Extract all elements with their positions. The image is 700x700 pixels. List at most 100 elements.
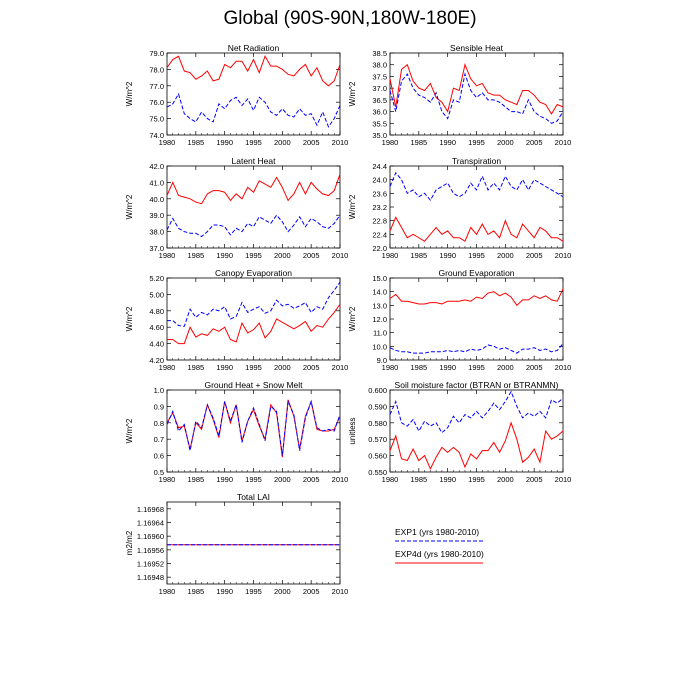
- series-line-exp1: [166, 214, 341, 238]
- y-tick-label: 36.5: [372, 96, 387, 105]
- y-tick-label: 14.0: [372, 288, 387, 297]
- panel-title: Transpiration: [452, 156, 502, 166]
- x-tick-label: 1980: [159, 587, 176, 596]
- x-tick-label: 2005: [526, 475, 543, 484]
- y-tick-label: 1.16964: [137, 519, 164, 528]
- y-tick-label: 0.570: [368, 435, 387, 444]
- y-tick-label: 36.0: [372, 108, 387, 117]
- x-tick-label: 2010: [332, 251, 349, 260]
- x-tick-label: 2010: [555, 363, 572, 372]
- series-line-exp1: [389, 343, 564, 354]
- plot-frame: [166, 165, 341, 249]
- x-tick-label: 2000: [274, 363, 291, 372]
- x-tick-label: 1990: [439, 251, 456, 260]
- series-line-exp4d: [166, 55, 341, 87]
- chart-panel: Ground Evaporation W/m^2 1980 1985 1990 1995 2…: [348, 268, 571, 372]
- panel-title: Total LAI: [237, 492, 270, 502]
- y-tick-label: 0.600: [368, 386, 387, 395]
- panel-title: Canopy Evaporation: [215, 268, 292, 278]
- x-tick-label: 2010: [555, 475, 572, 484]
- plot-frame: [166, 277, 341, 361]
- x-tick-label: 1990: [439, 138, 456, 147]
- y-tick-label: 38.0: [372, 61, 387, 70]
- y-axis-label: W/m^2: [125, 81, 134, 106]
- x-tick-label: 2000: [497, 475, 514, 484]
- x-tick-label: 1990: [216, 363, 233, 372]
- y-tick-label: 4.60: [149, 323, 164, 332]
- chart-panel: Ground Heat + Snow Melt W/m^2 1980 1985 1990…: [125, 380, 348, 484]
- x-tick-label: 1985: [187, 475, 204, 484]
- y-tick-label: 35.0: [372, 131, 387, 140]
- panel-title: Ground Heat + Snow Melt: [204, 380, 303, 390]
- y-tick-label: 37.0: [149, 244, 164, 253]
- x-tick-label: 1985: [187, 363, 204, 372]
- y-tick-label: 0.6: [154, 452, 164, 461]
- x-tick-label: 1985: [410, 363, 427, 372]
- y-tick-label: 79.0: [149, 49, 164, 58]
- y-tick-label: 76.0: [149, 98, 164, 107]
- y-tick-label: 1.0: [154, 386, 164, 395]
- y-tick-label: 4.80: [149, 307, 164, 316]
- y-tick-label: 78.0: [149, 65, 164, 74]
- y-tick-label: 11.0: [373, 329, 387, 338]
- y-tick-label: 0.550: [368, 468, 387, 477]
- x-tick-label: 1985: [187, 587, 204, 596]
- y-tick-label: 5.00: [149, 290, 164, 299]
- y-axis-label: W/m^2: [348, 306, 357, 331]
- y-tick-label: 0.590: [368, 402, 387, 411]
- y-tick-label: 39.0: [149, 211, 164, 220]
- y-tick-label: 12.0: [372, 315, 387, 324]
- series-line-exp4d: [389, 216, 564, 242]
- x-tick-label: 1995: [245, 587, 262, 596]
- x-tick-label: 2000: [274, 138, 291, 147]
- x-tick-label: 2005: [526, 363, 543, 372]
- x-tick-label: 1990: [216, 138, 233, 147]
- legend-label: EXP1 (yrs 1980-2010): [395, 527, 479, 537]
- y-tick-label: 13.0: [372, 301, 387, 310]
- x-tick-label: 2000: [497, 138, 514, 147]
- x-tick-label: 2005: [526, 138, 543, 147]
- plot-frame: [166, 501, 341, 585]
- chart-panel: Soil moisture factor (BTRAN or BTRANMN) u…: [348, 380, 571, 484]
- series-line-exp4d: [166, 174, 341, 205]
- y-tick-label: 1.16948: [137, 573, 164, 582]
- x-tick-label: 2005: [526, 251, 543, 260]
- chart-panel: Transpiration W/m^2 1980 1985 1990 1995 2000 20…: [348, 156, 571, 260]
- y-tick-label: 38.0: [149, 228, 164, 237]
- y-axis-label: W/m^2: [348, 81, 357, 106]
- y-tick-label: 38.5: [372, 49, 387, 58]
- x-tick-label: 1995: [245, 475, 262, 484]
- x-tick-label: 1985: [410, 475, 427, 484]
- x-tick-label: 1980: [382, 475, 399, 484]
- chart-panel: Total LAI m2/m2 1980 1985 1990 1995 2000 2005 20…: [125, 492, 348, 596]
- x-tick-label: 2005: [303, 587, 320, 596]
- y-tick-label: 1.16960: [137, 532, 164, 541]
- series-line-exp4d: [167, 303, 341, 345]
- y-tick-label: 1.16956: [137, 546, 164, 555]
- x-tick-label: 2005: [303, 138, 320, 147]
- chart-panel: Net Radiation W/m^2 1980 1985 1990 1995 2000 20…: [125, 43, 348, 147]
- x-tick-label: 2000: [497, 251, 514, 260]
- x-tick-label: 1990: [439, 475, 456, 484]
- series-line-exp1: [389, 390, 564, 434]
- chart-panel: Canopy Evaporation W/m^2 1980 1985 1990 1995 2…: [125, 268, 348, 372]
- x-tick-label: 2000: [274, 475, 291, 484]
- legend-label: EXP4d (yrs 1980-2010): [395, 549, 484, 559]
- y-tick-label: 10.0: [372, 342, 387, 351]
- plot-frame: [166, 389, 341, 473]
- series-line-exp1: [389, 72, 564, 124]
- page-title: Global (90S-90N,180W-180E): [223, 8, 477, 29]
- x-tick-label: 2005: [303, 363, 320, 372]
- x-tick-label: 1980: [159, 475, 176, 484]
- x-tick-label: 1985: [187, 138, 204, 147]
- series-line-exp1: [167, 281, 341, 327]
- y-tick-label: 24.4: [372, 162, 387, 171]
- x-tick-label: 1995: [468, 475, 485, 484]
- x-tick-label: 2010: [332, 475, 349, 484]
- y-tick-label: 35.5: [372, 119, 387, 128]
- y-tick-label: 1.16952: [137, 560, 164, 569]
- y-tick-label: 0.580: [368, 419, 387, 428]
- x-tick-label: 1985: [187, 251, 204, 260]
- x-tick-label: 2010: [555, 138, 572, 147]
- y-tick-label: 0.5: [154, 468, 164, 477]
